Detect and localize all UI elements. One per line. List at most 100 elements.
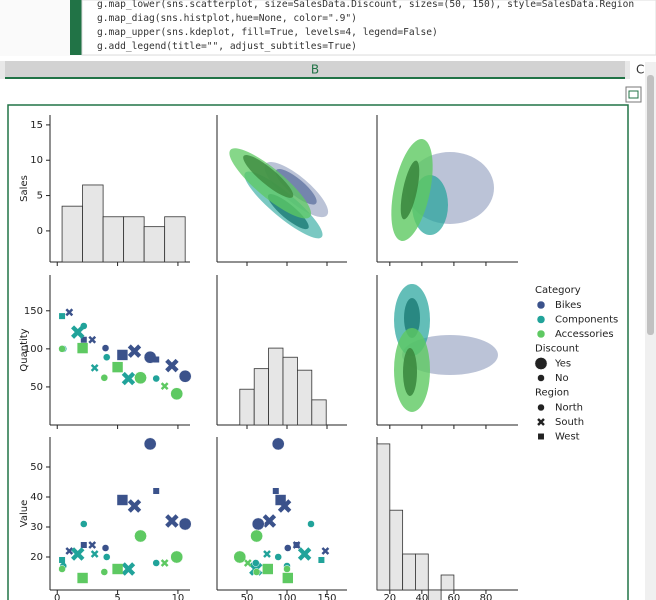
y-axis-label: Sales	[19, 175, 30, 202]
scatter-point	[71, 547, 85, 561]
hist-bar	[123, 216, 145, 263]
scatter-point	[101, 544, 110, 552]
scroll-thumb[interactable]	[647, 75, 654, 335]
hist-bar	[415, 553, 429, 591]
hist-bar	[311, 399, 327, 426]
x-tick-label: 20	[383, 593, 396, 600]
y-axis-label: Value	[19, 500, 30, 527]
scatter-point	[117, 494, 128, 506]
scatter-point	[88, 541, 97, 549]
y-tick-label: 50	[30, 462, 43, 473]
legend-label: South	[555, 417, 584, 428]
column-header-selected[interactable]	[5, 61, 625, 79]
scatter-point	[307, 520, 315, 528]
column-header[interactable]: B	[311, 63, 319, 77]
scatter-point	[58, 565, 66, 573]
hist-bar	[164, 216, 186, 263]
y-tick-label: 20	[30, 552, 43, 563]
column-header[interactable]: C	[636, 63, 644, 77]
hist-bar	[389, 509, 404, 591]
hist-bar	[427, 589, 442, 600]
scatter-point	[143, 437, 157, 451]
kde	[391, 138, 494, 242]
legend-marker	[537, 418, 545, 426]
scatter-point	[65, 308, 74, 317]
scatter-point	[170, 387, 184, 401]
scatter-point	[252, 559, 260, 567]
legend-label: Accessories	[555, 329, 614, 340]
scatter-point	[318, 556, 325, 564]
y-tick-label: 50	[30, 382, 43, 393]
x-tick-label: 0	[54, 593, 60, 600]
hist-bar	[239, 388, 255, 426]
scatter-point	[127, 344, 142, 358]
hist-bar	[440, 574, 455, 591]
scatter-point	[262, 514, 277, 528]
y-tick-label: 0	[37, 226, 43, 237]
hist-bar	[143, 226, 166, 263]
legend-marker	[536, 329, 546, 339]
scatter-point	[117, 349, 128, 361]
scatter-point	[112, 563, 123, 575]
legend-label: Components	[555, 315, 618, 326]
scatter-point	[233, 550, 247, 564]
hist-bar	[282, 356, 298, 426]
scatter-point	[262, 563, 274, 575]
scatter-point	[58, 345, 66, 353]
scatter-point	[153, 487, 160, 495]
code-line: g.map_diag(sns.histplot,hue=None, color=…	[97, 13, 357, 24]
legend-label: Yes	[554, 359, 571, 370]
x-tick-label: 150	[317, 593, 336, 600]
hist-bar	[376, 443, 391, 591]
legend-label: Bikes	[555, 300, 581, 311]
scatter-point	[152, 559, 160, 567]
legend-title: Category	[535, 285, 581, 296]
image-icon[interactable]	[625, 86, 642, 103]
scatter-point	[80, 520, 88, 528]
hist-bar	[268, 347, 284, 426]
scatter-point	[90, 364, 99, 372]
scatter-point	[80, 336, 87, 343]
scatter-point	[178, 369, 192, 383]
scatter-point	[283, 565, 291, 573]
scatter-point	[252, 568, 261, 576]
legend-marker	[534, 357, 548, 370]
legend-marker	[536, 300, 546, 310]
scatter-point	[297, 547, 312, 561]
image-icon-inner	[628, 90, 639, 99]
scatter-point	[170, 550, 184, 564]
kde	[229, 148, 329, 239]
hist-bar	[102, 216, 125, 263]
kde	[394, 284, 498, 412]
scatter-point	[134, 529, 147, 543]
scatter-point	[90, 550, 99, 558]
plot-frame	[7, 104, 629, 600]
legend-label: No	[555, 373, 569, 384]
y-tick-label: 100	[24, 344, 43, 355]
scatter-point	[321, 547, 330, 555]
x-tick-label: 50	[241, 593, 254, 600]
scatter-point	[77, 342, 88, 354]
hist-bar	[82, 184, 104, 263]
code-box	[81, 0, 656, 56]
scatter-point	[152, 374, 160, 383]
scatter-point	[127, 499, 142, 513]
legend-marker	[538, 433, 544, 440]
scatter-point	[263, 550, 271, 558]
scatter-point	[277, 499, 292, 513]
scatter-point	[59, 313, 66, 320]
hist-bar	[402, 553, 416, 591]
legend-marker	[537, 374, 545, 382]
scatter-point	[100, 568, 109, 576]
legend-label: West	[555, 432, 580, 443]
scatter-point	[165, 514, 179, 528]
scatter-point	[100, 374, 109, 382]
y-tick-label: 10	[30, 155, 43, 166]
scatter-point	[121, 371, 136, 386]
scatter-point	[284, 544, 292, 552]
scatter-point	[243, 559, 252, 567]
scatter-point	[101, 344, 110, 352]
scatter-point	[80, 541, 87, 549]
